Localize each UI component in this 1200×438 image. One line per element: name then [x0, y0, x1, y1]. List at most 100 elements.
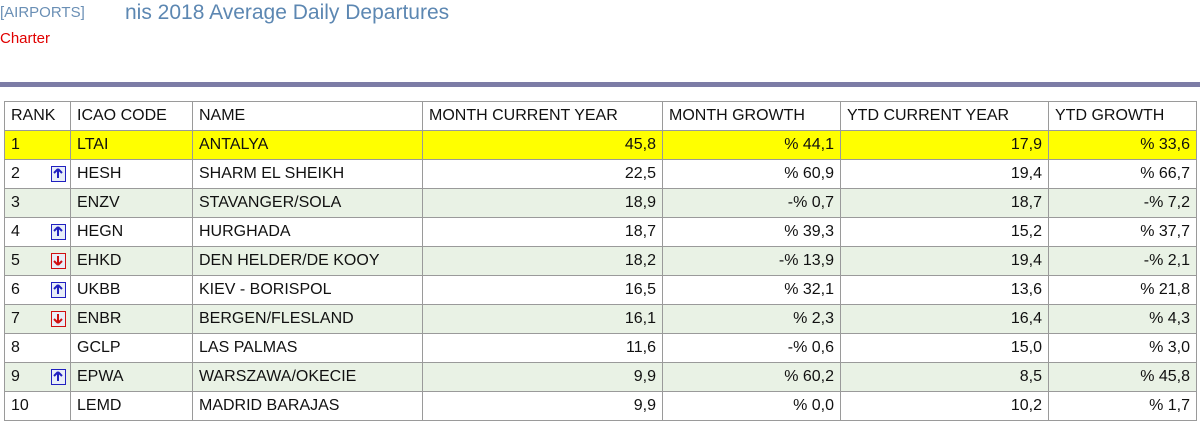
trend-icon — [51, 224, 66, 240]
column-header: YTD CURRENT YEAR — [840, 101, 1049, 131]
month-growth-cell: % 0,0 — [662, 391, 841, 421]
ytd-cell: 19,4 — [840, 246, 1049, 276]
rank: 8 — [11, 339, 20, 356]
rank-cell: 9 — [4, 362, 71, 392]
rank: 4 — [11, 223, 20, 240]
header-row: RANK ICAO CODE NAME MONTH CURRENT YEAR MONTH… — [4, 101, 1197, 131]
table-row: 8 GCLP LAS PALMAS 11,6 -% 0,6 15,0% 3,0 — [4, 333, 1197, 363]
ytd-growth-cell: -% 7,2 — [1048, 188, 1197, 218]
month-growth-cell: -% 0,7 — [662, 188, 841, 218]
rank: 5 — [11, 252, 20, 269]
month-growth-cell: % 2,3 — [662, 304, 841, 334]
ytd-growth-cell: % 1,7 — [1048, 391, 1197, 421]
ytd-cell: 8,5 — [840, 362, 1049, 392]
rank: 3 — [11, 194, 20, 211]
rank: 6 — [11, 281, 20, 298]
month-growth-cell: -% 13,9 — [662, 246, 841, 276]
ytd-growth-cell: % 45,8 — [1048, 362, 1197, 392]
rank-cell: 1 — [4, 130, 71, 160]
trend-icon — [51, 369, 66, 385]
month-cell: 11,6 — [422, 333, 663, 363]
ytd-cell: 15,0 — [840, 333, 1049, 363]
rank: 7 — [11, 310, 20, 327]
table-row: 4 HEGN HURGHADA 18,7% 39,3 15,2% 37,7 — [4, 217, 1197, 247]
month-cell: 16,1 — [422, 304, 663, 334]
icao-cell: HEGN — [70, 217, 193, 247]
ytd-growth-cell: % 3,0 — [1048, 333, 1197, 363]
name-cell: SHARM EL SHEIKH — [192, 159, 423, 189]
name-cell: MADRID BARAJAS — [192, 391, 423, 421]
table-row: 5 EHKD DEN HELDER/DE KOOY 18,2 -% 13,9 19,4 -%… — [4, 246, 1197, 276]
icao-cell: LTAI — [70, 130, 193, 160]
rank: 10 — [11, 397, 29, 414]
departures-table: RANK ICAO CODE NAME MONTH CURRENT YEAR MONTH… — [4, 101, 1197, 421]
rank-cell: 10 — [4, 391, 71, 421]
column-header: MONTH CURRENT YEAR — [422, 101, 663, 131]
ytd-growth-cell: % 21,8 — [1048, 275, 1197, 305]
rank-cell: 5 — [4, 246, 71, 276]
table-row: 6 UKBB KIEV - BORISPOL 16,5% 32,1 13,6% 21,8 — [4, 275, 1197, 305]
ytd-growth-cell: -% 2,1 — [1048, 246, 1197, 276]
icao-cell: LEMD — [70, 391, 193, 421]
month-cell: 18,9 — [422, 188, 663, 218]
name-cell: DEN HELDER/DE KOOY — [192, 246, 423, 276]
icao-cell: ENZV — [70, 188, 193, 218]
trend-icon — [51, 166, 66, 182]
ytd-growth-cell: % 4,3 — [1048, 304, 1197, 334]
section-label: [AIRPORTS] — [0, 4, 85, 21]
ytd-cell: 19,4 — [840, 159, 1049, 189]
month-cell: 18,7 — [422, 217, 663, 247]
icao-cell: HESH — [70, 159, 193, 189]
month-cell: 9,9 — [422, 362, 663, 392]
ytd-cell: 18,7 — [840, 188, 1049, 218]
rank-cell: 3 — [4, 188, 71, 218]
rank-cell: 6 — [4, 275, 71, 305]
name-cell: LAS PALMAS — [192, 333, 423, 363]
month-cell: 9,9 — [422, 391, 663, 421]
name-cell: STAVANGER/SOLA — [192, 188, 423, 218]
column-header: RANK — [4, 101, 71, 131]
ytd-growth-cell: % 66,7 — [1048, 159, 1197, 189]
trend-icon — [51, 253, 66, 269]
ytd-growth-cell: % 33,6 — [1048, 130, 1197, 160]
table-row: 2 HESH SHARM EL SHEIKH 22,5% 60,9 19,4% 66,7 — [4, 159, 1197, 189]
table-row: 7 ENBR BERGEN/FLESLAND 16,1% 2,3 16,4% 4,3 — [4, 304, 1197, 334]
rank: 9 — [11, 368, 20, 385]
month-growth-cell: % 32,1 — [662, 275, 841, 305]
trend-icon — [51, 282, 66, 298]
month-cell: 16,5 — [422, 275, 663, 305]
ytd-cell: 17,9 — [840, 130, 1049, 160]
month-cell: 18,2 — [422, 246, 663, 276]
ytd-cell: 10,2 — [840, 391, 1049, 421]
rank-cell: 7 — [4, 304, 71, 334]
table-row: 9 EPWA WARSZAWA/OKECIE 9,9% 60,2 8,5% 45,8 — [4, 362, 1197, 392]
month-growth-cell: % 60,2 — [662, 362, 841, 392]
icao-cell: EHKD — [70, 246, 193, 276]
icao-cell: ENBR — [70, 304, 193, 334]
name-cell: BERGEN/FLESLAND — [192, 304, 423, 334]
ytd-growth-cell: % 37,7 — [1048, 217, 1197, 247]
rank-cell: 4 — [4, 217, 71, 247]
rank-cell: 8 — [4, 333, 71, 363]
name-cell: KIEV - BORISPOL — [192, 275, 423, 305]
month-cell: 22,5 — [422, 159, 663, 189]
ytd-cell: 16,4 — [840, 304, 1049, 334]
subtitle: Charter — [0, 30, 51, 47]
rank: 1 — [11, 136, 20, 153]
month-growth-cell: % 39,3 — [662, 217, 841, 247]
month-growth-cell: % 60,9 — [662, 159, 841, 189]
ytd-cell: 13,6 — [840, 275, 1049, 305]
column-header: NAME — [192, 101, 423, 131]
ytd-cell: 15,2 — [840, 217, 1049, 247]
icao-cell: UKBB — [70, 275, 193, 305]
table-row: 1 LTAI ANTALYA 45,8% 44,1 17,9% 33,6 — [4, 130, 1197, 160]
rank: 2 — [11, 165, 20, 182]
month-growth-cell: -% 0,6 — [662, 333, 841, 363]
name-cell: HURGHADA — [192, 217, 423, 247]
column-header: MONTH GROWTH — [662, 101, 841, 131]
page-title: nis 2018 Average Daily Departures — [125, 1, 450, 24]
name-cell: ANTALYA — [192, 130, 423, 160]
column-header: YTD GROWTH — [1048, 101, 1197, 131]
column-header: ICAO CODE — [70, 101, 193, 131]
